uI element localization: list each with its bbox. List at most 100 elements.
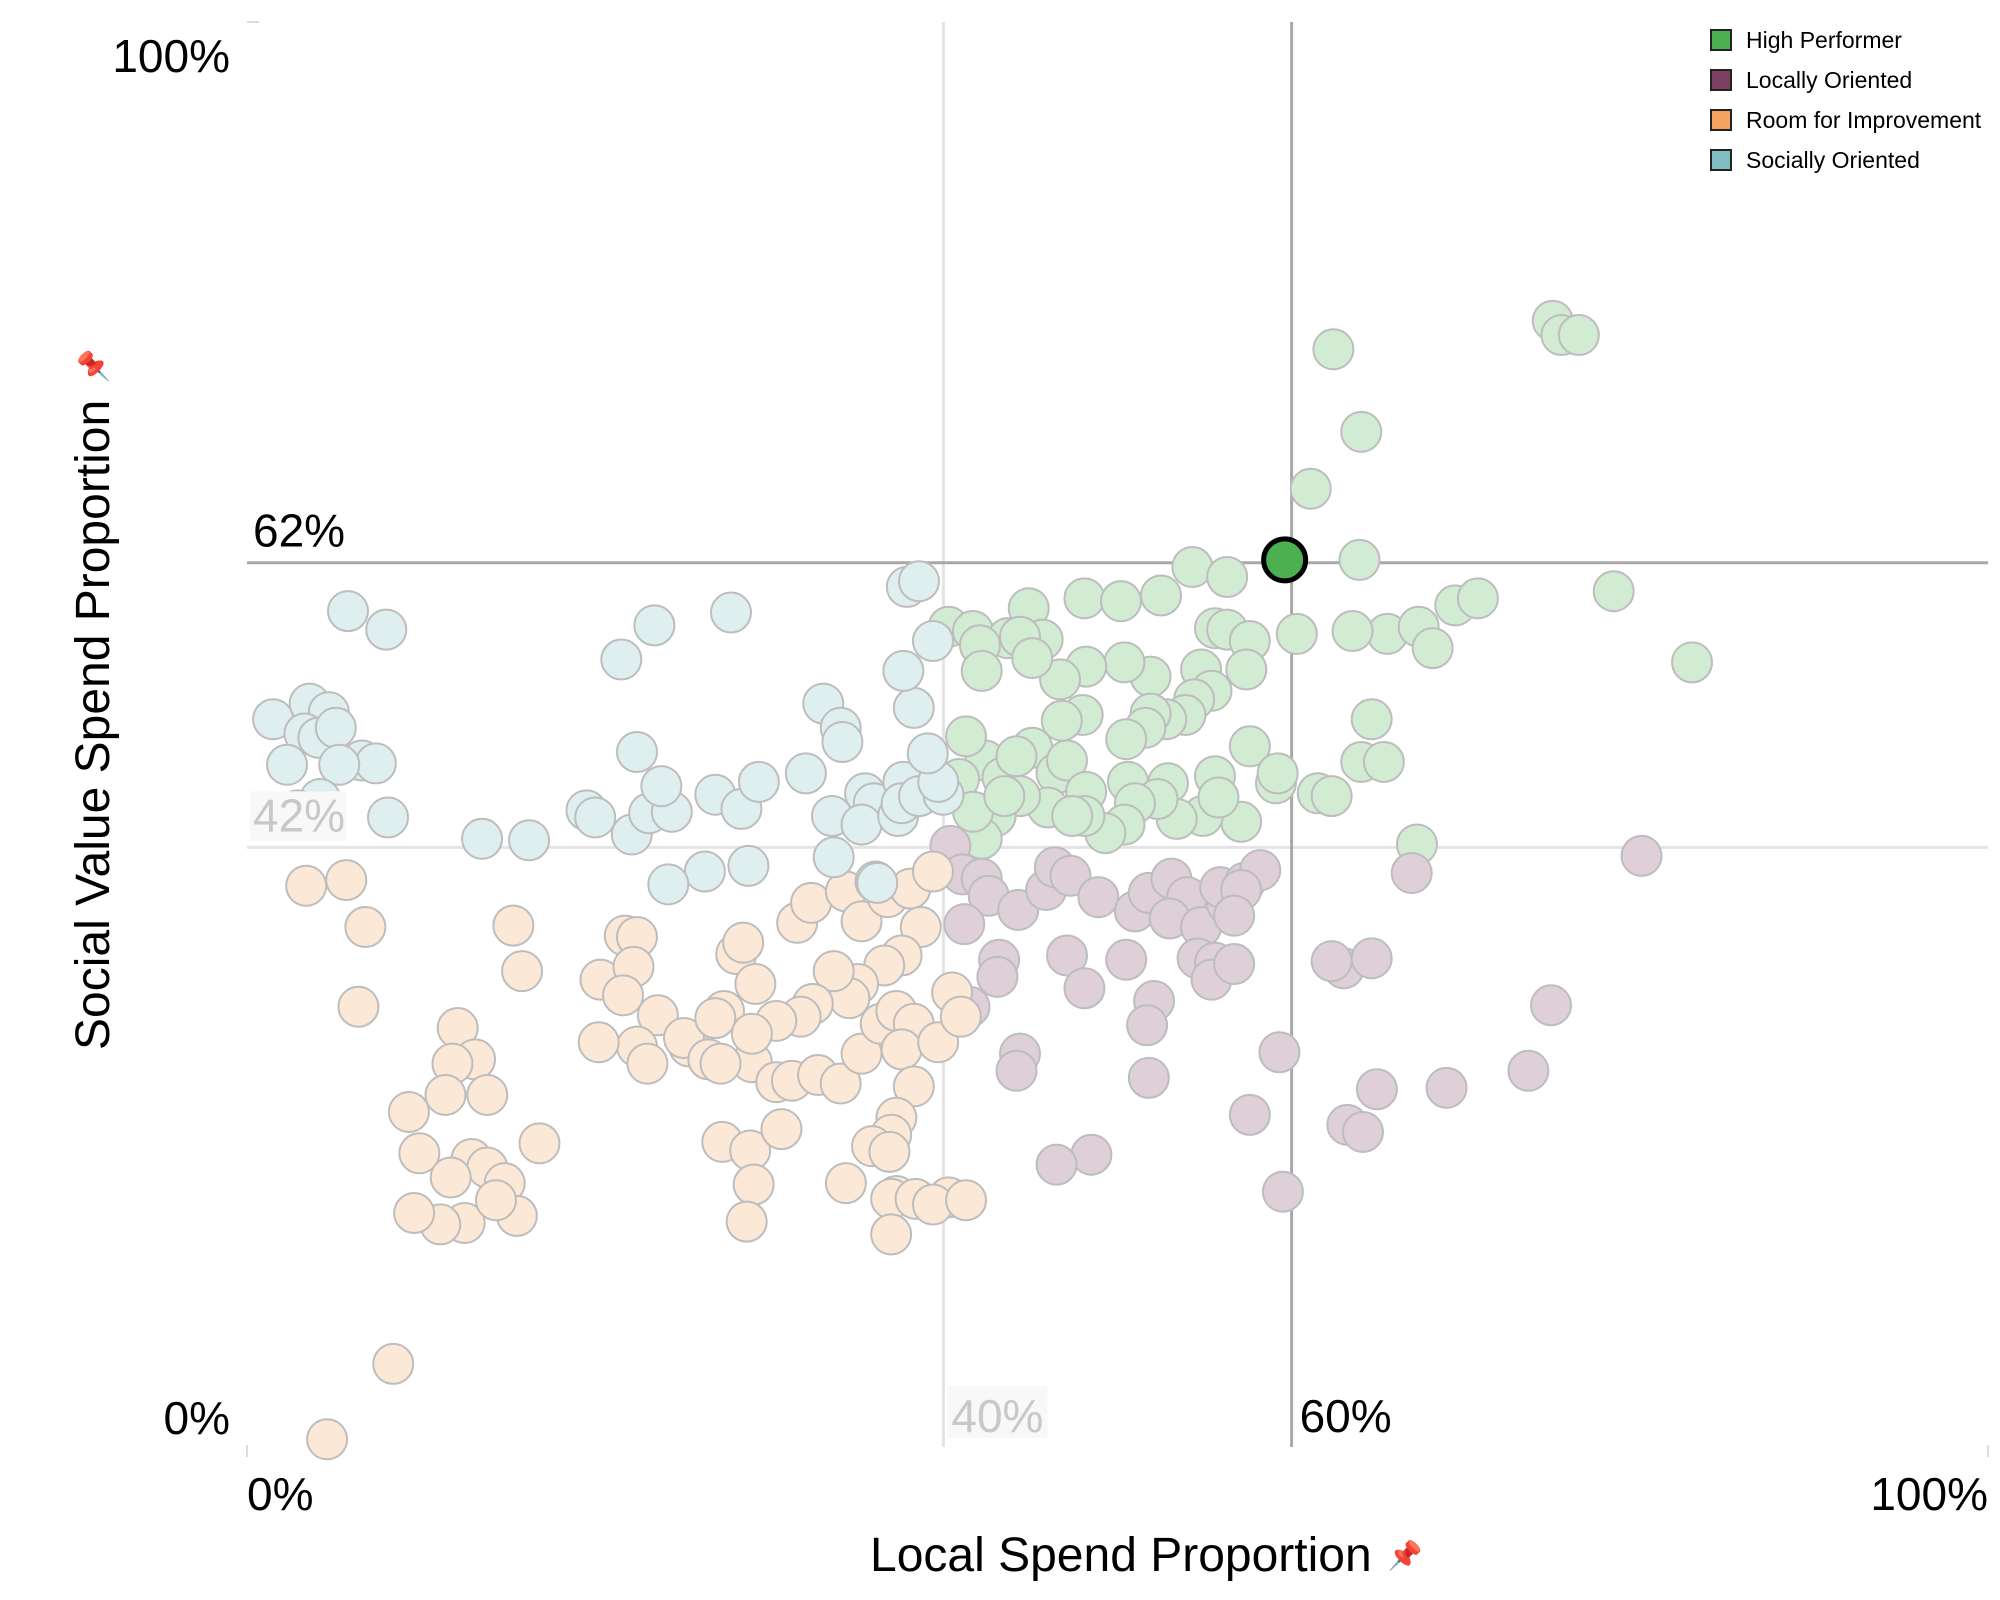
point-high-performer <box>945 715 988 758</box>
point-locally-oriented <box>1228 1093 1271 1136</box>
pin-icon[interactable]: 📌 <box>78 348 109 384</box>
point-high-performer <box>1275 612 1318 655</box>
secondary-x-threshold-label-bg <box>947 1386 1048 1438</box>
point-room-for-improvement <box>722 921 765 964</box>
point-locally-oriented <box>995 1049 1038 1092</box>
secondary-x-threshold-label: 40% <box>951 1390 1043 1442</box>
legend-label: Locally Oriented <box>1746 66 1913 93</box>
legend-item[interactable]: Socially Oriented <box>1710 140 1981 180</box>
legend-swatch <box>1710 109 1732 131</box>
point-room-for-improvement <box>424 1073 467 1116</box>
point-socially-oriented <box>898 560 941 603</box>
point-high-performer <box>1362 740 1405 783</box>
point-high-performer <box>1310 775 1353 818</box>
point-room-for-improvement <box>518 1122 561 1165</box>
point-room-for-improvement <box>760 1108 803 1151</box>
point-room-for-improvement <box>337 985 380 1028</box>
point-locally-oriented <box>976 955 1019 998</box>
x-tick-label: 100% <box>1870 1468 1988 1520</box>
legend-item[interactable]: High Performer <box>1710 20 1981 60</box>
point-socially-oriented <box>508 819 551 862</box>
point-room-for-improvement <box>398 1132 441 1175</box>
point-high-performer <box>1051 795 1094 838</box>
point-room-for-improvement <box>372 1342 415 1385</box>
point-locally-oriented <box>1105 938 1148 981</box>
point-socially-oriented <box>367 796 410 839</box>
point-high-performer <box>1350 698 1393 741</box>
point-high-performer <box>1256 752 1299 795</box>
point-locally-oriented <box>1049 854 1092 897</box>
point-locally-oriented <box>1077 876 1120 919</box>
point-room-for-improvement <box>819 1062 862 1105</box>
point-socially-oriented <box>600 638 643 681</box>
y-axis-title-text: Social Value Spend Proportion <box>67 399 120 1050</box>
point-room-for-improvement <box>824 1162 867 1205</box>
point-locally-oriented <box>1070 1133 1113 1176</box>
point-room-for-improvement <box>911 850 954 893</box>
point-high-performer <box>1228 725 1271 768</box>
point-room-for-improvement <box>306 1418 349 1461</box>
point-room-for-improvement <box>840 900 883 943</box>
point-high-performer <box>1312 328 1355 371</box>
secondary-y-threshold-label-bg <box>250 791 346 842</box>
primary-x-threshold-label: 60% <box>1300 1390 1392 1442</box>
x-tick-label: 0% <box>247 1468 313 1520</box>
point-socially-oriented <box>647 863 690 906</box>
point-locally-oriented <box>1530 984 1573 1027</box>
point-room-for-improvement <box>939 995 982 1038</box>
point-socially-oriented <box>615 730 658 773</box>
legend-item[interactable]: Room for Improvement <box>1710 100 1981 140</box>
legend-swatch <box>1710 69 1732 91</box>
point-locally-oriented <box>1310 940 1353 983</box>
point-locally-oriented <box>1063 967 1106 1010</box>
legend-swatch <box>1710 149 1732 171</box>
pin-icon[interactable]: 📌 <box>1387 1540 1423 1571</box>
point-socially-oriented <box>906 732 949 775</box>
point-high-performer <box>1456 577 1499 620</box>
point-socially-oriented <box>326 590 369 633</box>
point-locally-oriented <box>1620 834 1663 877</box>
point-locally-oriented <box>1355 1068 1398 1111</box>
point-high-performer <box>1039 658 1082 701</box>
x-axis-title: Local Spend Proportion 📌 <box>870 1528 1423 1583</box>
point-socially-oriented <box>856 861 899 904</box>
point-socially-oriented <box>683 850 726 893</box>
legend-item[interactable]: Locally Oriented <box>1710 60 1981 100</box>
y-tick-label: 0% <box>164 1392 230 1444</box>
highlighted-point <box>1261 536 1309 584</box>
point-room-for-improvement <box>945 1179 988 1222</box>
point-socially-oriented <box>840 803 883 846</box>
point-socially-oriented <box>640 765 683 808</box>
point-room-for-improvement <box>492 904 535 947</box>
point-locally-oriented <box>1035 1143 1078 1186</box>
point-high-performer <box>1206 555 1249 598</box>
point-high-performer <box>1340 410 1383 453</box>
point-room-for-improvement <box>429 1156 472 1199</box>
point-locally-oriented <box>1507 1049 1550 1092</box>
point-high-performer <box>1331 610 1374 653</box>
point-socially-oriented <box>784 752 827 795</box>
legend-label: Room for Improvement <box>1746 106 1982 133</box>
point-room-for-improvement <box>577 1021 620 1064</box>
point-room-for-improvement <box>699 1042 742 1085</box>
point-socially-oriented <box>574 796 617 839</box>
point-socially-oriented <box>892 686 935 729</box>
point-room-for-improvement <box>730 1012 773 1055</box>
point-socially-oriented <box>266 743 309 786</box>
point-locally-oriented <box>1258 1031 1301 1074</box>
point-high-performer <box>1338 538 1381 581</box>
point-socially-oriented <box>354 742 397 785</box>
point-high-performer <box>1197 776 1240 819</box>
point-room-for-improvement <box>880 1028 923 1071</box>
point-high-performer <box>1046 739 1089 782</box>
point-socially-oriented <box>727 844 770 887</box>
legend-swatch <box>1710 29 1732 51</box>
point-room-for-improvement <box>870 1213 913 1256</box>
point-room-for-improvement <box>868 1130 911 1173</box>
point-high-performer <box>1592 570 1635 613</box>
point-socially-oriented <box>709 591 752 634</box>
point-locally-oriented <box>1261 1170 1304 1213</box>
point-socially-oriented <box>633 604 676 647</box>
point-socially-oriented <box>911 620 954 663</box>
